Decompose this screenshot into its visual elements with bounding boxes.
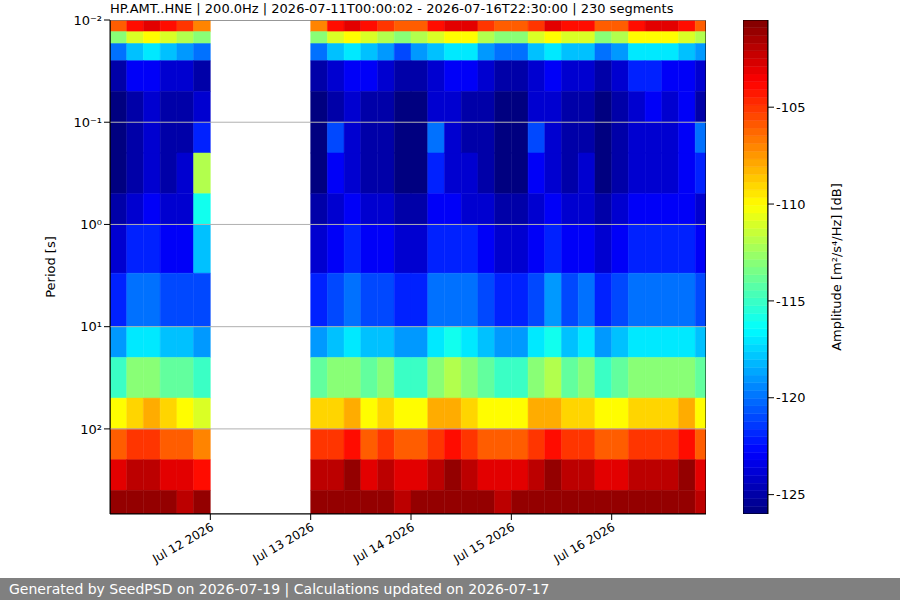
svg-text:-120: -120	[776, 390, 806, 405]
svg-text:10²: 10²	[80, 422, 102, 437]
svg-text:Amplitude [m²/s⁴/Hz] [dB]: Amplitude [m²/s⁴/Hz] [dB]	[829, 183, 844, 351]
svg-text:10¹: 10¹	[80, 319, 102, 334]
svg-text:Jul 16 2026: Jul 16 2026	[551, 520, 618, 567]
svg-text:Jul 15 2026: Jul 15 2026	[450, 520, 517, 567]
svg-text:10⁰: 10⁰	[80, 217, 102, 232]
svg-text:Jul 12 2026: Jul 12 2026	[149, 520, 216, 567]
svg-text:Jul 13 2026: Jul 13 2026	[250, 520, 317, 567]
svg-text:-115: -115	[776, 294, 806, 309]
svg-text:Jul 14 2026: Jul 14 2026	[350, 520, 417, 567]
svg-text:-110: -110	[776, 197, 806, 212]
svg-text:-125: -125	[776, 487, 806, 502]
svg-text:Period [s]: Period [s]	[43, 236, 58, 298]
svg-text:-105: -105	[776, 100, 806, 115]
svg-text:10⁻¹: 10⁻¹	[73, 115, 102, 130]
svg-text:10⁻²: 10⁻²	[73, 13, 102, 28]
html-text:Generated by SeedPSD on 2026-0: Generated by SeedPSD on 2026-07-19 | Cal…	[9, 581, 550, 597]
html-text:HP.AMT..HNE | 200.0Hz | 2026-0: HP.AMT..HNE | 200.0Hz | 2026-07-11T00:00…	[110, 1, 674, 16]
